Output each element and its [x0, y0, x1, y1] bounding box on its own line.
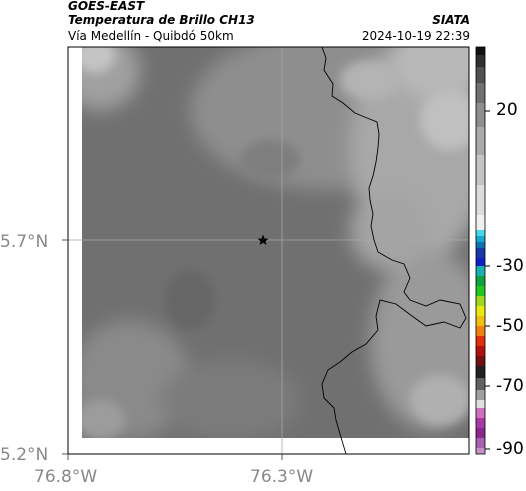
colorbar-tick-label: 20	[496, 100, 518, 120]
colorbar-tick-label: -70	[496, 376, 524, 396]
colorbar-tick-label: -30	[496, 256, 524, 276]
colorbar-tick-label: -50	[496, 316, 524, 336]
satellite-title: GOES-EAST	[68, 0, 145, 13]
map-frame	[67, 46, 470, 455]
lon-label: 76.8°W	[34, 467, 98, 487]
product-title: Temperatura de Brillo CH13	[68, 13, 255, 27]
lon-label: 76.3°W	[250, 467, 314, 487]
agency-label: SIATA	[432, 13, 470, 27]
brightness-temperature-image	[82, 47, 469, 438]
colorbar-tick-label: -90	[496, 439, 524, 459]
lat-label: 5.2°N	[0, 445, 49, 465]
datetime-label: 2024-10-19 22:39	[361, 29, 470, 43]
lat-label: 5.7°N	[0, 232, 49, 252]
location-subtitle: Vía Medellín - Quibdó 50km	[68, 29, 234, 43]
colorbar	[475, 46, 490, 455]
department-border-line	[321, 46, 467, 455]
star-icon	[257, 234, 269, 245]
